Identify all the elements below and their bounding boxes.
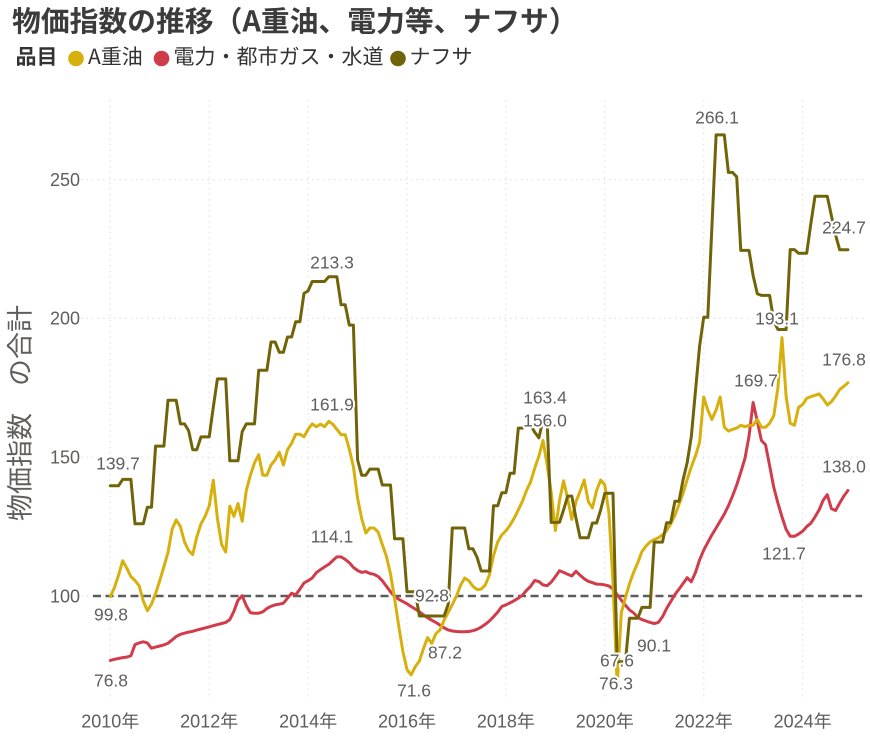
svg-text:193.1: 193.1: [755, 309, 799, 329]
svg-text:2014: 2014: [279, 712, 319, 732]
svg-text:213.3: 213.3: [310, 253, 354, 273]
svg-text:76.3: 76.3: [599, 674, 633, 694]
svg-text:121.7: 121.7: [762, 544, 806, 564]
svg-text:2012: 2012: [180, 712, 220, 732]
svg-text:2020: 2020: [576, 712, 616, 732]
svg-text:67.6: 67.6: [600, 651, 634, 671]
svg-text:2010: 2010: [81, 712, 121, 732]
svg-text:71.6: 71.6: [397, 681, 431, 701]
svg-text:2024: 2024: [774, 712, 814, 732]
svg-text:90.1: 90.1: [637, 636, 671, 656]
svg-text:2022: 2022: [675, 712, 715, 732]
svg-text:176.8: 176.8: [822, 350, 866, 370]
svg-text:163.4: 163.4: [523, 388, 567, 408]
svg-text:200: 200: [50, 309, 80, 329]
svg-text:87.2: 87.2: [428, 643, 462, 663]
svg-text:76.8: 76.8: [94, 671, 128, 691]
svg-text:99.8: 99.8: [94, 605, 128, 625]
svg-text:138.0: 138.0: [822, 457, 866, 477]
svg-text:2016: 2016: [378, 712, 418, 732]
svg-text:100: 100: [50, 586, 80, 606]
svg-text:114.1: 114.1: [311, 527, 354, 547]
svg-text:92.8: 92.8: [415, 586, 449, 606]
svg-text:150: 150: [50, 448, 80, 468]
svg-text:250: 250: [50, 170, 80, 190]
svg-text:266.1: 266.1: [695, 108, 739, 128]
svg-text:2018: 2018: [477, 712, 517, 732]
svg-text:224.7: 224.7: [822, 218, 866, 238]
svg-text:169.7: 169.7: [734, 371, 778, 391]
svg-text:161.9: 161.9: [310, 395, 354, 415]
svg-text:139.7: 139.7: [96, 454, 140, 474]
svg-text:156.0: 156.0: [523, 411, 567, 431]
